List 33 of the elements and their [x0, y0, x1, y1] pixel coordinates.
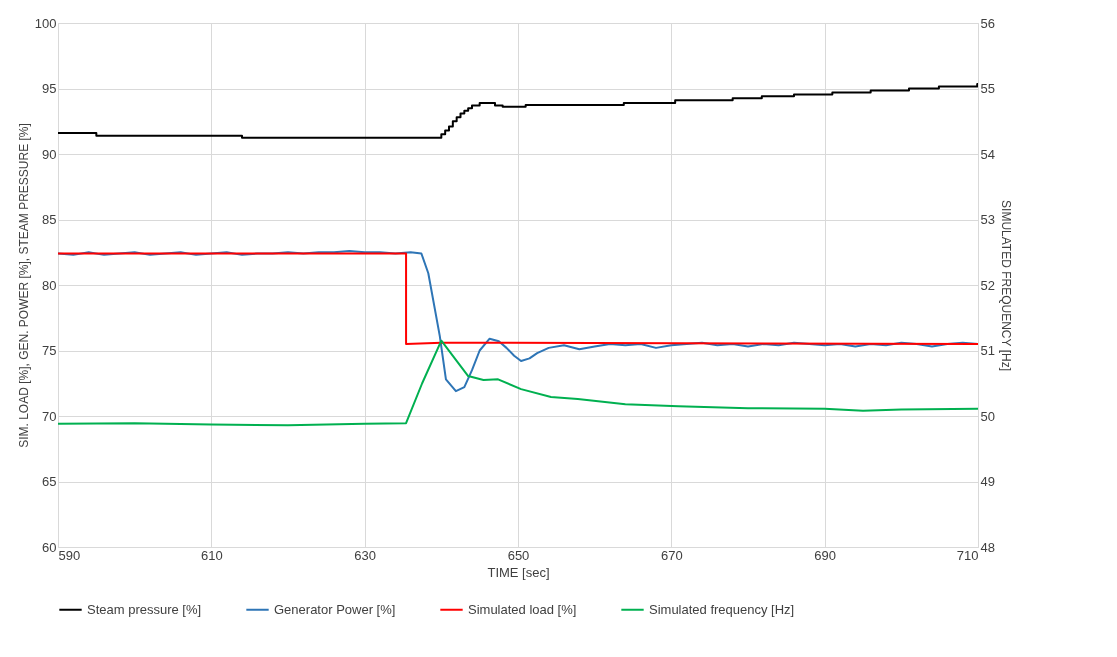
x-tick-label: 610: [200, 547, 223, 563]
x-tick-label: 630: [354, 547, 377, 563]
y2-tick-label: 48: [980, 539, 995, 555]
y-tick-label: 70: [42, 408, 57, 424]
y-tick-label: 60: [42, 539, 57, 555]
x-tick-label: 590: [58, 547, 81, 563]
line-series: [58, 339, 978, 427]
y2-tick-label: 56: [980, 15, 995, 31]
y2-tick-label: 51: [980, 343, 995, 358]
y2-tick-label: 49: [980, 474, 995, 489]
y-tick-label: 95: [42, 81, 57, 96]
y-tick-label: 85: [42, 212, 57, 227]
y2-tick-label: 50: [980, 408, 995, 424]
y2-axis-title: SIMULATED FREQUENCY [Hz]: [998, 200, 1013, 371]
legend-label: Steam pressure [%]: [87, 601, 202, 617]
legend-label: Generator Power [%]: [274, 601, 396, 617]
y-tick-label: 65: [42, 474, 57, 489]
y2-tick-label: 55: [980, 81, 995, 96]
x-tick-label: 670: [660, 547, 683, 563]
y-tick-label: 80: [42, 277, 57, 293]
y2-tick-label: 54: [980, 146, 995, 162]
y2-tick-label: 53: [980, 212, 995, 227]
x-tick-label: 710: [956, 547, 979, 563]
legend-label: Simulated frequency [Hz]: [649, 601, 795, 617]
legend-label: Simulated load [%]: [468, 601, 577, 617]
y-axis-title: SIM. LOAD [%], GEN. POWER [%], STEAM PRESSURE [%]: [16, 123, 31, 448]
x-tick-label: 690: [814, 547, 837, 563]
y-tick-label: 90: [42, 146, 57, 162]
x-tick-label: 650: [507, 547, 530, 563]
y-tick-label: 75: [42, 343, 57, 358]
y2-tick-label: 52: [980, 277, 995, 293]
y-tick-label: 100: [34, 15, 57, 31]
x-axis-title: TIME [sec]: [487, 564, 550, 580]
